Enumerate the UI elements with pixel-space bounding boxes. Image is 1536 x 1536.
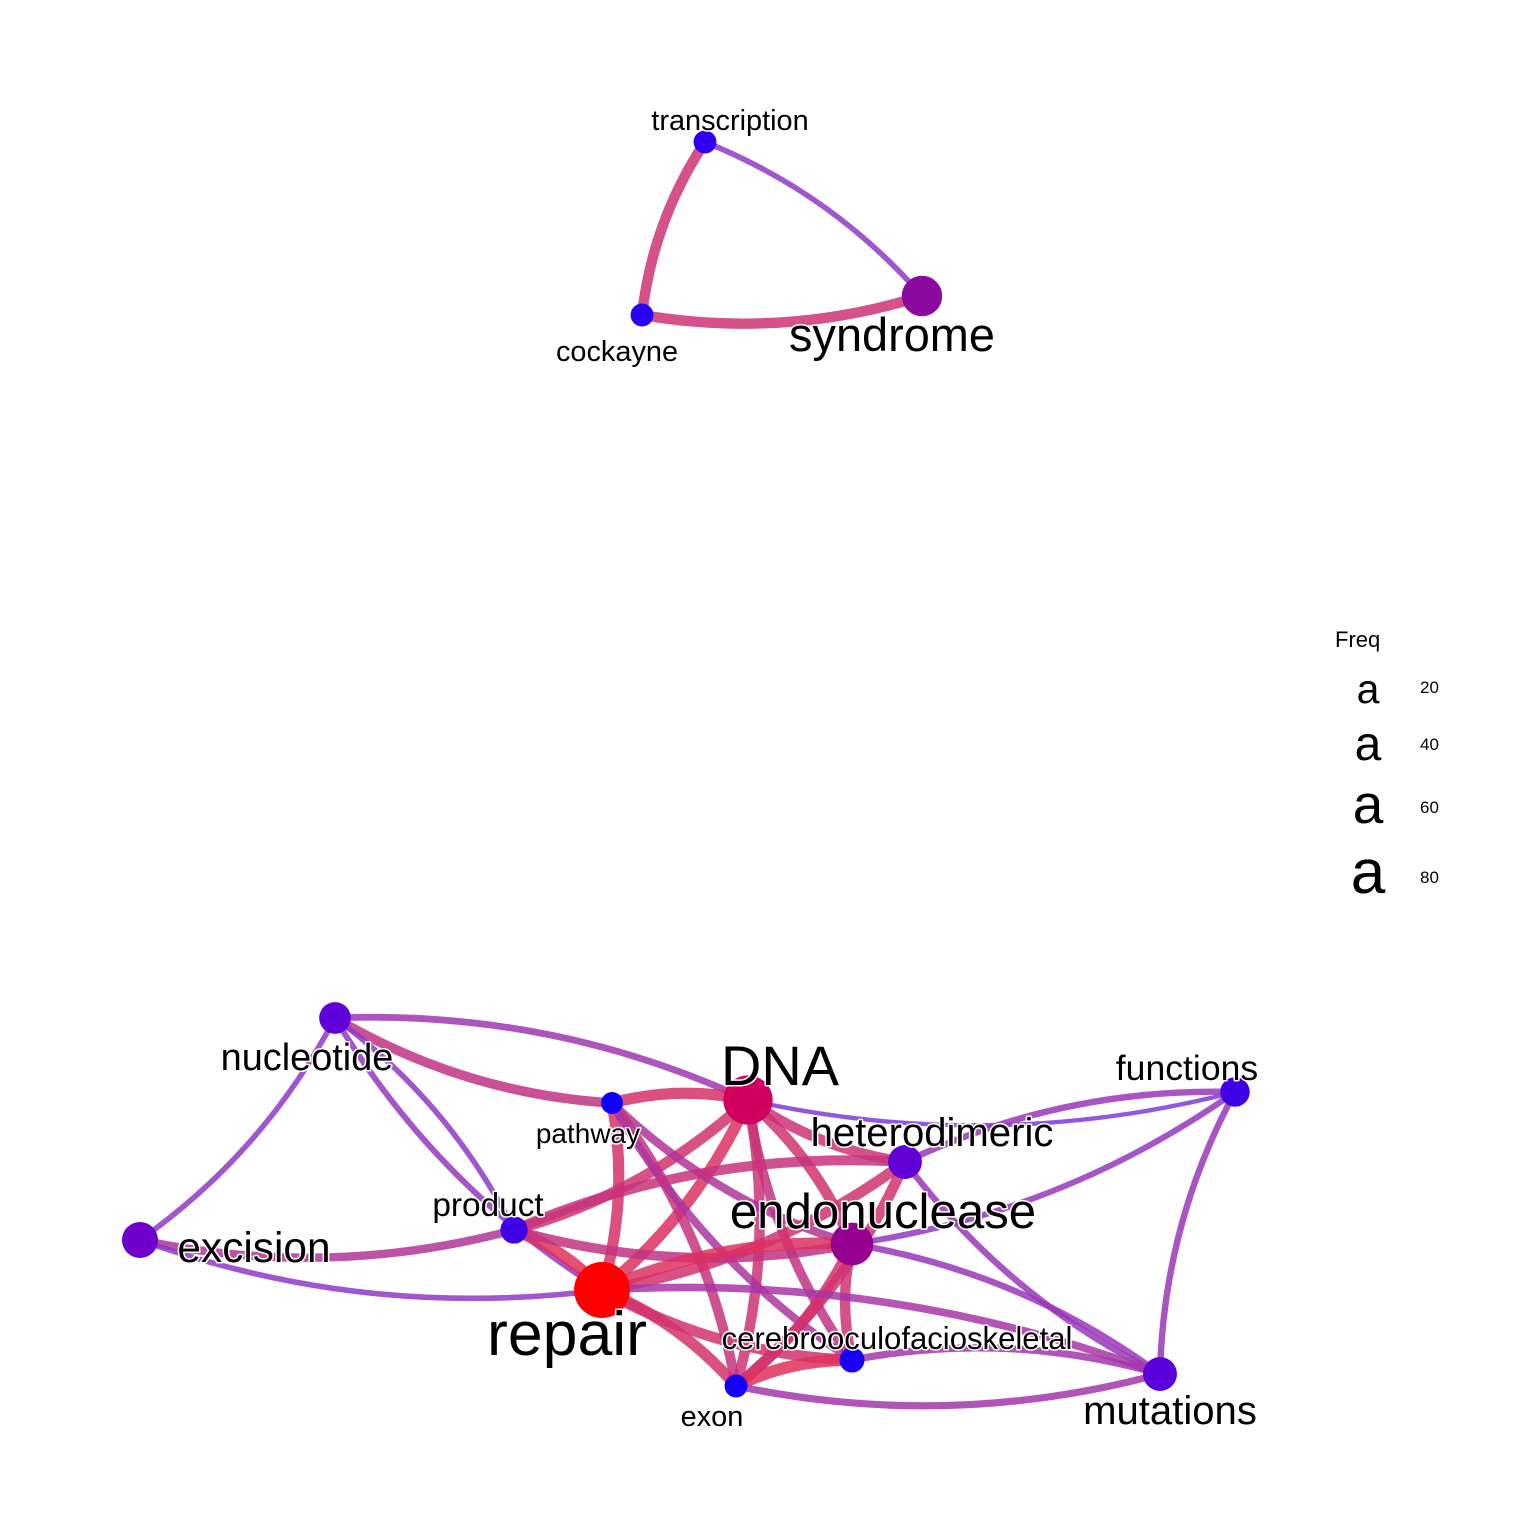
node-repair: [574, 1262, 630, 1318]
node-label-cerebrooculofacioskeletal: cerebrooculofacioskeletal: [722, 1321, 1073, 1356]
edge-heterodimeric-mutations: [901, 1158, 1164, 1378]
node-label-cockayne: cockayne: [556, 336, 678, 368]
legend-label-40: 40: [1420, 735, 1439, 754]
edge-cockayne-syndrome: [636, 290, 928, 329]
edge-nucleotide-pathway: [330, 1013, 617, 1108]
legend-entries: a 20 a 40 a 60 a 80: [1351, 666, 1439, 907]
edge-nucleotide-product: [332, 1015, 517, 1233]
node-heterodimeric: [888, 1145, 922, 1179]
node-transcription: [693, 130, 717, 154]
legend-label-20: 20: [1420, 678, 1439, 697]
edge-endonuclease-mutations: [848, 1240, 1164, 1378]
node-mutations: [1143, 1357, 1177, 1391]
freq-legend: Freq a 20 a 40 a 60 a 80: [1335, 627, 1439, 907]
edge-functions-mutations: [1156, 1088, 1239, 1378]
edge-endonuclease-repair: [596, 1237, 858, 1296]
node-syndrome: [901, 275, 943, 317]
node-functions: [1220, 1077, 1250, 1107]
node-label-product: product: [432, 1187, 544, 1224]
edge-nucleotide-dna: [331, 1013, 752, 1104]
node-exon: [724, 1374, 748, 1398]
nodes-layer: [121, 130, 1250, 1398]
edge-repair-mutations: [598, 1283, 1164, 1378]
legend-glyph-60: a: [1353, 773, 1384, 835]
legend-glyph-80: a: [1351, 838, 1386, 907]
node-dna: [723, 1075, 773, 1125]
edge-excision-repair: [137, 1237, 605, 1302]
node-label-pathway: pathway: [536, 1118, 640, 1149]
edge-nucleotide-excision: [137, 1015, 338, 1243]
legend-label-60: 60: [1420, 798, 1439, 817]
legend-glyph-20: a: [1357, 666, 1380, 712]
node-label-heterodimeric: heterodimeric: [811, 1111, 1054, 1155]
node-label-dna: DNA: [721, 1034, 840, 1097]
labels-layer: transcription syndrome cockayne nucleotide D…: [176, 104, 1260, 1435]
node-excision: [121, 1221, 159, 1259]
node-endonuclease: [830, 1222, 874, 1266]
edge-pathway-cerebrooculofacioskeletal: [608, 1099, 856, 1364]
legend-label-80: 80: [1420, 868, 1439, 887]
edge-functions-endonuclease: [849, 1089, 1238, 1247]
edge-heterodimeric-product: [509, 1155, 910, 1235]
node-label-transcription: transcription: [651, 105, 808, 137]
edge-exon-mutations: [732, 1370, 1164, 1410]
edge-dna-repair: [596, 1094, 754, 1296]
node-pathway: [601, 1092, 623, 1114]
edge-cerebrooculofacioskeletal-mutations: [848, 1344, 1164, 1378]
node-label-repair: repair: [487, 1299, 647, 1369]
node-label-mutations: mutations: [1083, 1389, 1257, 1433]
edge-transcription-cockayne: [636, 136, 711, 321]
node-nucleotide: [319, 1002, 351, 1034]
node-label-exon: exon: [681, 1401, 744, 1433]
edge-functions-heterodimeric: [901, 1088, 1239, 1166]
node-label-syndrome: syndrome: [789, 309, 995, 361]
node-cockayne: [630, 303, 654, 327]
node-product: [500, 1216, 528, 1244]
node-label-functions: functions: [1116, 1048, 1258, 1088]
edge-nucleotide-repair: [332, 1015, 605, 1293]
edge-cerebrooculofacioskeletal-exon: [730, 1353, 858, 1392]
node-label-excision: excision: [177, 1224, 330, 1271]
node-label-endonuclease: endonuclease: [730, 1184, 1036, 1239]
edge-transcription-syndrome: [702, 139, 925, 299]
edges-layer: [135, 136, 1239, 1410]
edge-product-excision: [135, 1225, 519, 1262]
legend-title: Freq: [1335, 627, 1380, 652]
node-cerebrooculofacioskeletal: [839, 1347, 865, 1373]
legend-glyph-40: a: [1355, 718, 1382, 771]
node-label-nucleotide: nucleotide: [221, 1037, 394, 1079]
edge-pathway-endonuclease: [607, 1098, 857, 1249]
